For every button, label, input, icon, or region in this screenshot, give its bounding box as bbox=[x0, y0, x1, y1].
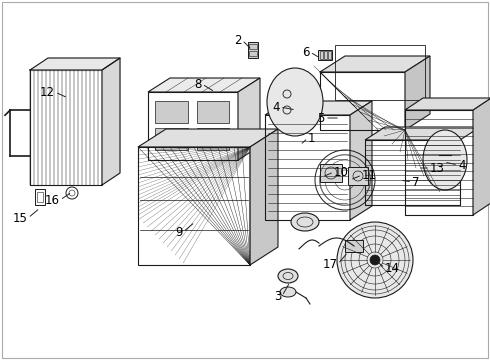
Polygon shape bbox=[238, 78, 260, 160]
Text: 3: 3 bbox=[274, 289, 282, 302]
Ellipse shape bbox=[423, 130, 467, 190]
Ellipse shape bbox=[280, 287, 296, 297]
Bar bbox=[155, 101, 188, 123]
Polygon shape bbox=[350, 101, 372, 220]
Bar bbox=[328, 51, 331, 59]
Text: 2: 2 bbox=[235, 33, 242, 46]
Bar bbox=[345, 240, 363, 252]
Text: 17: 17 bbox=[323, 257, 338, 270]
Polygon shape bbox=[320, 164, 342, 182]
Bar bbox=[37, 192, 43, 202]
Bar bbox=[155, 128, 188, 150]
Ellipse shape bbox=[267, 68, 323, 136]
Text: 11: 11 bbox=[362, 168, 377, 181]
Polygon shape bbox=[473, 98, 490, 215]
Polygon shape bbox=[30, 58, 120, 70]
Polygon shape bbox=[405, 56, 430, 130]
Text: 9: 9 bbox=[175, 225, 183, 239]
Text: 6: 6 bbox=[302, 45, 310, 59]
Bar bbox=[249, 44, 257, 49]
Bar bbox=[324, 51, 327, 59]
Text: 12: 12 bbox=[40, 86, 55, 99]
Text: 16: 16 bbox=[45, 194, 60, 207]
Bar bbox=[249, 51, 257, 56]
Bar bbox=[320, 51, 323, 59]
Ellipse shape bbox=[278, 269, 298, 283]
Text: 14: 14 bbox=[385, 261, 400, 275]
Text: 1: 1 bbox=[308, 131, 316, 144]
Polygon shape bbox=[265, 101, 372, 115]
Circle shape bbox=[337, 222, 413, 298]
Bar bbox=[318, 50, 332, 60]
Polygon shape bbox=[405, 98, 490, 110]
Circle shape bbox=[370, 255, 380, 265]
Bar bbox=[196, 101, 229, 123]
Polygon shape bbox=[250, 129, 278, 265]
Polygon shape bbox=[102, 58, 120, 185]
Text: 4: 4 bbox=[272, 100, 280, 113]
Text: 5: 5 bbox=[318, 112, 325, 125]
Text: 4: 4 bbox=[458, 158, 466, 171]
Polygon shape bbox=[138, 129, 278, 147]
Text: 7: 7 bbox=[412, 176, 419, 189]
Bar bbox=[35, 189, 45, 205]
Ellipse shape bbox=[291, 213, 319, 231]
Text: 15: 15 bbox=[13, 212, 28, 225]
Polygon shape bbox=[348, 167, 368, 185]
Text: 8: 8 bbox=[195, 77, 202, 90]
Polygon shape bbox=[365, 127, 480, 140]
Text: 10: 10 bbox=[334, 166, 349, 179]
Bar bbox=[248, 42, 258, 58]
Bar bbox=[196, 128, 229, 150]
Polygon shape bbox=[320, 56, 430, 72]
Polygon shape bbox=[148, 78, 260, 92]
Text: 13: 13 bbox=[430, 162, 445, 175]
